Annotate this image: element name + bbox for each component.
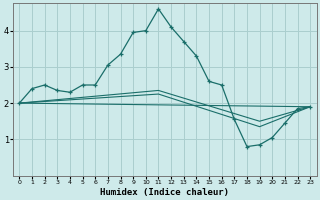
X-axis label: Humidex (Indice chaleur): Humidex (Indice chaleur) <box>100 188 229 197</box>
